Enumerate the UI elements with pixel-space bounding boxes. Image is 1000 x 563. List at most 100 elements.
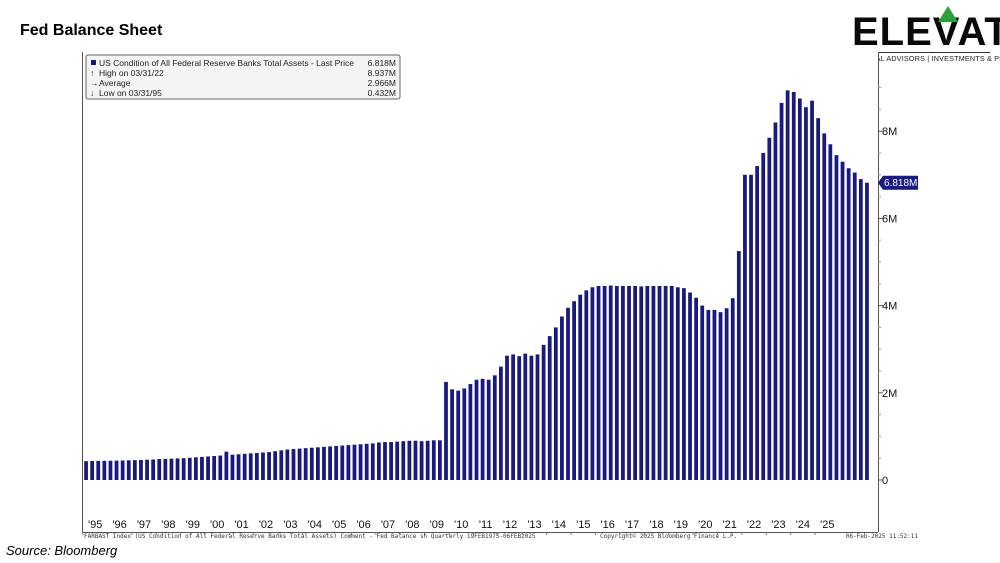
logo-arrow-icon bbox=[938, 6, 958, 22]
bar bbox=[553, 327, 558, 480]
bar bbox=[767, 137, 772, 481]
bar bbox=[773, 122, 778, 480]
bar bbox=[438, 440, 442, 480]
bar bbox=[517, 356, 522, 480]
bar bbox=[407, 440, 412, 480]
bar bbox=[120, 460, 125, 480]
bar bbox=[822, 133, 827, 480]
bar bbox=[657, 285, 662, 480]
footer-left: FARBAST Index (US Condition of All Feder… bbox=[84, 533, 536, 540]
bar bbox=[663, 285, 668, 480]
x-tick-label: '98 bbox=[161, 519, 175, 531]
y-tick-label: 4M bbox=[882, 301, 897, 313]
bar bbox=[474, 379, 479, 480]
last-price-tag: 6.818M bbox=[878, 175, 918, 190]
bar bbox=[401, 441, 406, 480]
legend-row: → Average 2.966M bbox=[90, 78, 396, 88]
bar bbox=[315, 447, 320, 480]
bar bbox=[785, 90, 790, 480]
bar bbox=[584, 290, 589, 480]
x-tick-label: '10 bbox=[454, 519, 468, 531]
legend-row-value: 0.432M bbox=[368, 88, 396, 98]
bar bbox=[297, 448, 302, 480]
bar bbox=[218, 455, 223, 480]
bar bbox=[865, 182, 869, 481]
bar bbox=[126, 460, 131, 480]
x-tick-label: '25 bbox=[820, 519, 834, 531]
legend-square-icon bbox=[91, 60, 96, 65]
bar bbox=[114, 460, 119, 480]
legend-row: ↓ Low on 03/31/95 0.432M bbox=[90, 88, 396, 98]
x-tick-label: '01 bbox=[234, 519, 248, 531]
elevate-logo: ELEVATE CAPITAL ADVISORS | INVESTMENTS &… bbox=[852, 6, 1000, 66]
bar bbox=[139, 459, 143, 480]
x-tick-label: '20 bbox=[698, 519, 712, 531]
bar bbox=[749, 174, 753, 481]
y-ticks-group: 0 2M 4M 6M 8M bbox=[878, 87, 897, 487]
x-tick-label: '24 bbox=[796, 519, 810, 531]
bar bbox=[712, 309, 717, 480]
y-tick-label: 2M bbox=[882, 388, 897, 400]
bar bbox=[846, 168, 851, 480]
bar bbox=[102, 460, 107, 480]
bar bbox=[718, 312, 723, 480]
footer-right: 06-Feb-2025 11:52:11 bbox=[846, 533, 919, 540]
bar bbox=[169, 458, 174, 480]
bar bbox=[175, 458, 180, 480]
bar bbox=[370, 443, 375, 480]
bar bbox=[858, 179, 863, 480]
logo-wordmark: ELEVATE bbox=[852, 10, 1000, 54]
bar bbox=[590, 287, 595, 480]
x-tick-label: '04 bbox=[308, 519, 322, 531]
footer-center: Copyright© 2025 Bloomberg Finance L.P. bbox=[600, 533, 737, 540]
bar bbox=[334, 445, 339, 480]
page-title: Fed Balance Sheet bbox=[20, 22, 163, 39]
bar bbox=[810, 100, 814, 481]
bar bbox=[828, 144, 833, 480]
x-tick-label: '08 bbox=[405, 519, 419, 531]
bar bbox=[535, 354, 540, 480]
x-tick-label: '96 bbox=[112, 519, 126, 531]
last-price-tag-text: 6.818M bbox=[884, 178, 917, 189]
x-tick-label: '07 bbox=[381, 519, 395, 531]
legend-row: ↑ High on 03/31/22 8.937M bbox=[90, 68, 396, 78]
legend-up-arrow-icon: ↑ bbox=[90, 68, 94, 78]
bar bbox=[328, 446, 332, 480]
bar bbox=[132, 460, 137, 480]
bar bbox=[736, 251, 741, 480]
legend-row: US Condition of All Federal Reserve Bank… bbox=[91, 58, 396, 68]
x-tick-label: '03 bbox=[283, 519, 297, 531]
bar bbox=[322, 446, 326, 480]
bar bbox=[157, 459, 162, 480]
bar bbox=[352, 444, 357, 480]
x-tick-label: '06 bbox=[356, 519, 370, 531]
bar bbox=[273, 451, 278, 480]
bar bbox=[627, 285, 631, 480]
bar bbox=[425, 440, 430, 480]
bar bbox=[639, 286, 644, 480]
x-tick-label: '02 bbox=[259, 519, 273, 531]
bar bbox=[492, 375, 497, 480]
bar bbox=[694, 297, 699, 480]
bar bbox=[852, 172, 857, 480]
bar bbox=[450, 389, 454, 480]
x-tick-label: '23 bbox=[771, 519, 785, 531]
legend-frame bbox=[85, 54, 401, 100]
legend-row-value: 2.966M bbox=[368, 78, 396, 88]
bar bbox=[261, 452, 265, 480]
x-tick-label: '13 bbox=[527, 519, 541, 531]
bar bbox=[309, 447, 314, 480]
bar bbox=[834, 155, 839, 480]
bar bbox=[364, 443, 369, 480]
bar bbox=[645, 285, 650, 480]
x-tick-label: '95 bbox=[88, 519, 102, 531]
bar bbox=[602, 285, 607, 480]
bar bbox=[566, 307, 570, 480]
bar bbox=[206, 456, 210, 480]
y-tick-label: 0 bbox=[882, 475, 888, 487]
bar bbox=[804, 107, 808, 480]
legend-dash-arrow-icon: → bbox=[90, 78, 99, 88]
bar bbox=[724, 308, 729, 480]
bar bbox=[547, 336, 552, 480]
bar bbox=[242, 453, 247, 480]
